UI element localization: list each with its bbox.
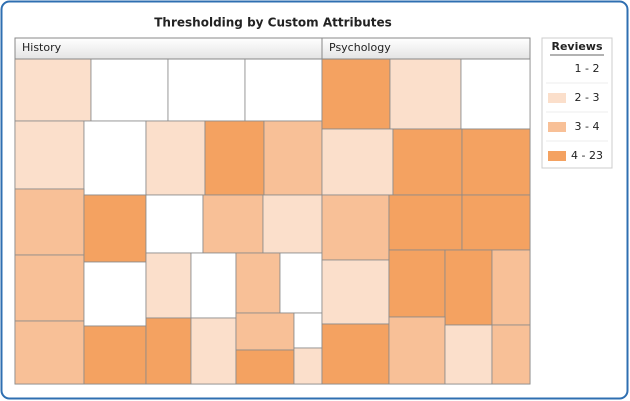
chart-title: Thresholding by Custom Attributes: [154, 16, 392, 30]
legend-label: 4 - 23: [571, 149, 603, 162]
treemap-cell: [145, 317, 192, 385]
legend-title: Reviews: [551, 40, 602, 53]
treemap-cell: [202, 194, 264, 254]
legend-swatch: [548, 64, 566, 74]
treemap-cell: [279, 252, 323, 314]
treemap-cell: [392, 128, 463, 196]
treemap-cell: [244, 58, 323, 122]
treemap-cell: [14, 120, 85, 190]
treemap-cell: [461, 194, 531, 251]
treemap-cell: [444, 249, 493, 326]
treemap-cell: [388, 194, 463, 251]
treemap-cell: [190, 317, 237, 385]
treemap-cell: [83, 120, 147, 196]
treemap-cell: [235, 312, 295, 351]
treemap-cell: [389, 58, 462, 130]
legend-swatch: [548, 122, 566, 132]
treemap-cell: [388, 249, 446, 318]
treemap-cell: [388, 316, 446, 385]
treemap-cell: [14, 320, 85, 385]
legend-swatch: [548, 93, 566, 103]
treemap-cell: [14, 254, 85, 322]
group-label: Psychology: [329, 41, 391, 54]
treemap-cell: [204, 120, 265, 196]
treemap-cell: [491, 249, 531, 326]
group-label: History: [22, 41, 62, 54]
treemap-cell: [444, 324, 493, 385]
group-header: [321, 37, 531, 60]
treemap-cell: [321, 323, 390, 385]
treemap-cell: [14, 188, 85, 256]
treemap-cell: [491, 324, 531, 385]
treemap-cell: [460, 58, 531, 130]
legend-label: 2 - 3: [575, 91, 600, 104]
treemap-cell: [83, 325, 147, 385]
treemap-cell: [263, 120, 323, 196]
treemap-cell: [321, 194, 390, 261]
treemap-cell: [90, 58, 169, 122]
treemap-cell: [145, 120, 206, 196]
legend-swatch: [548, 151, 566, 161]
treemap-cell: [167, 58, 246, 122]
treemap-cell: [83, 194, 147, 263]
legend-label: 1 - 2: [575, 62, 600, 75]
treemap-cell: [262, 194, 323, 254]
treemap-cell: [321, 128, 394, 196]
legend-label: 3 - 4: [575, 120, 600, 133]
treemap-cell: [145, 252, 192, 319]
treemap-cell: [235, 252, 281, 314]
treemap-cell: [461, 128, 531, 196]
treemap-cell: [293, 347, 323, 385]
treemap-cell: [83, 261, 147, 327]
treemap-cell: [321, 58, 391, 130]
treemap-cell: [293, 312, 323, 349]
treemap-cell: [321, 259, 390, 325]
treemap-cell: [14, 58, 92, 122]
treemap-cell: [235, 349, 295, 385]
treemap-cell: [145, 194, 204, 254]
treemap-cell: [190, 252, 237, 319]
